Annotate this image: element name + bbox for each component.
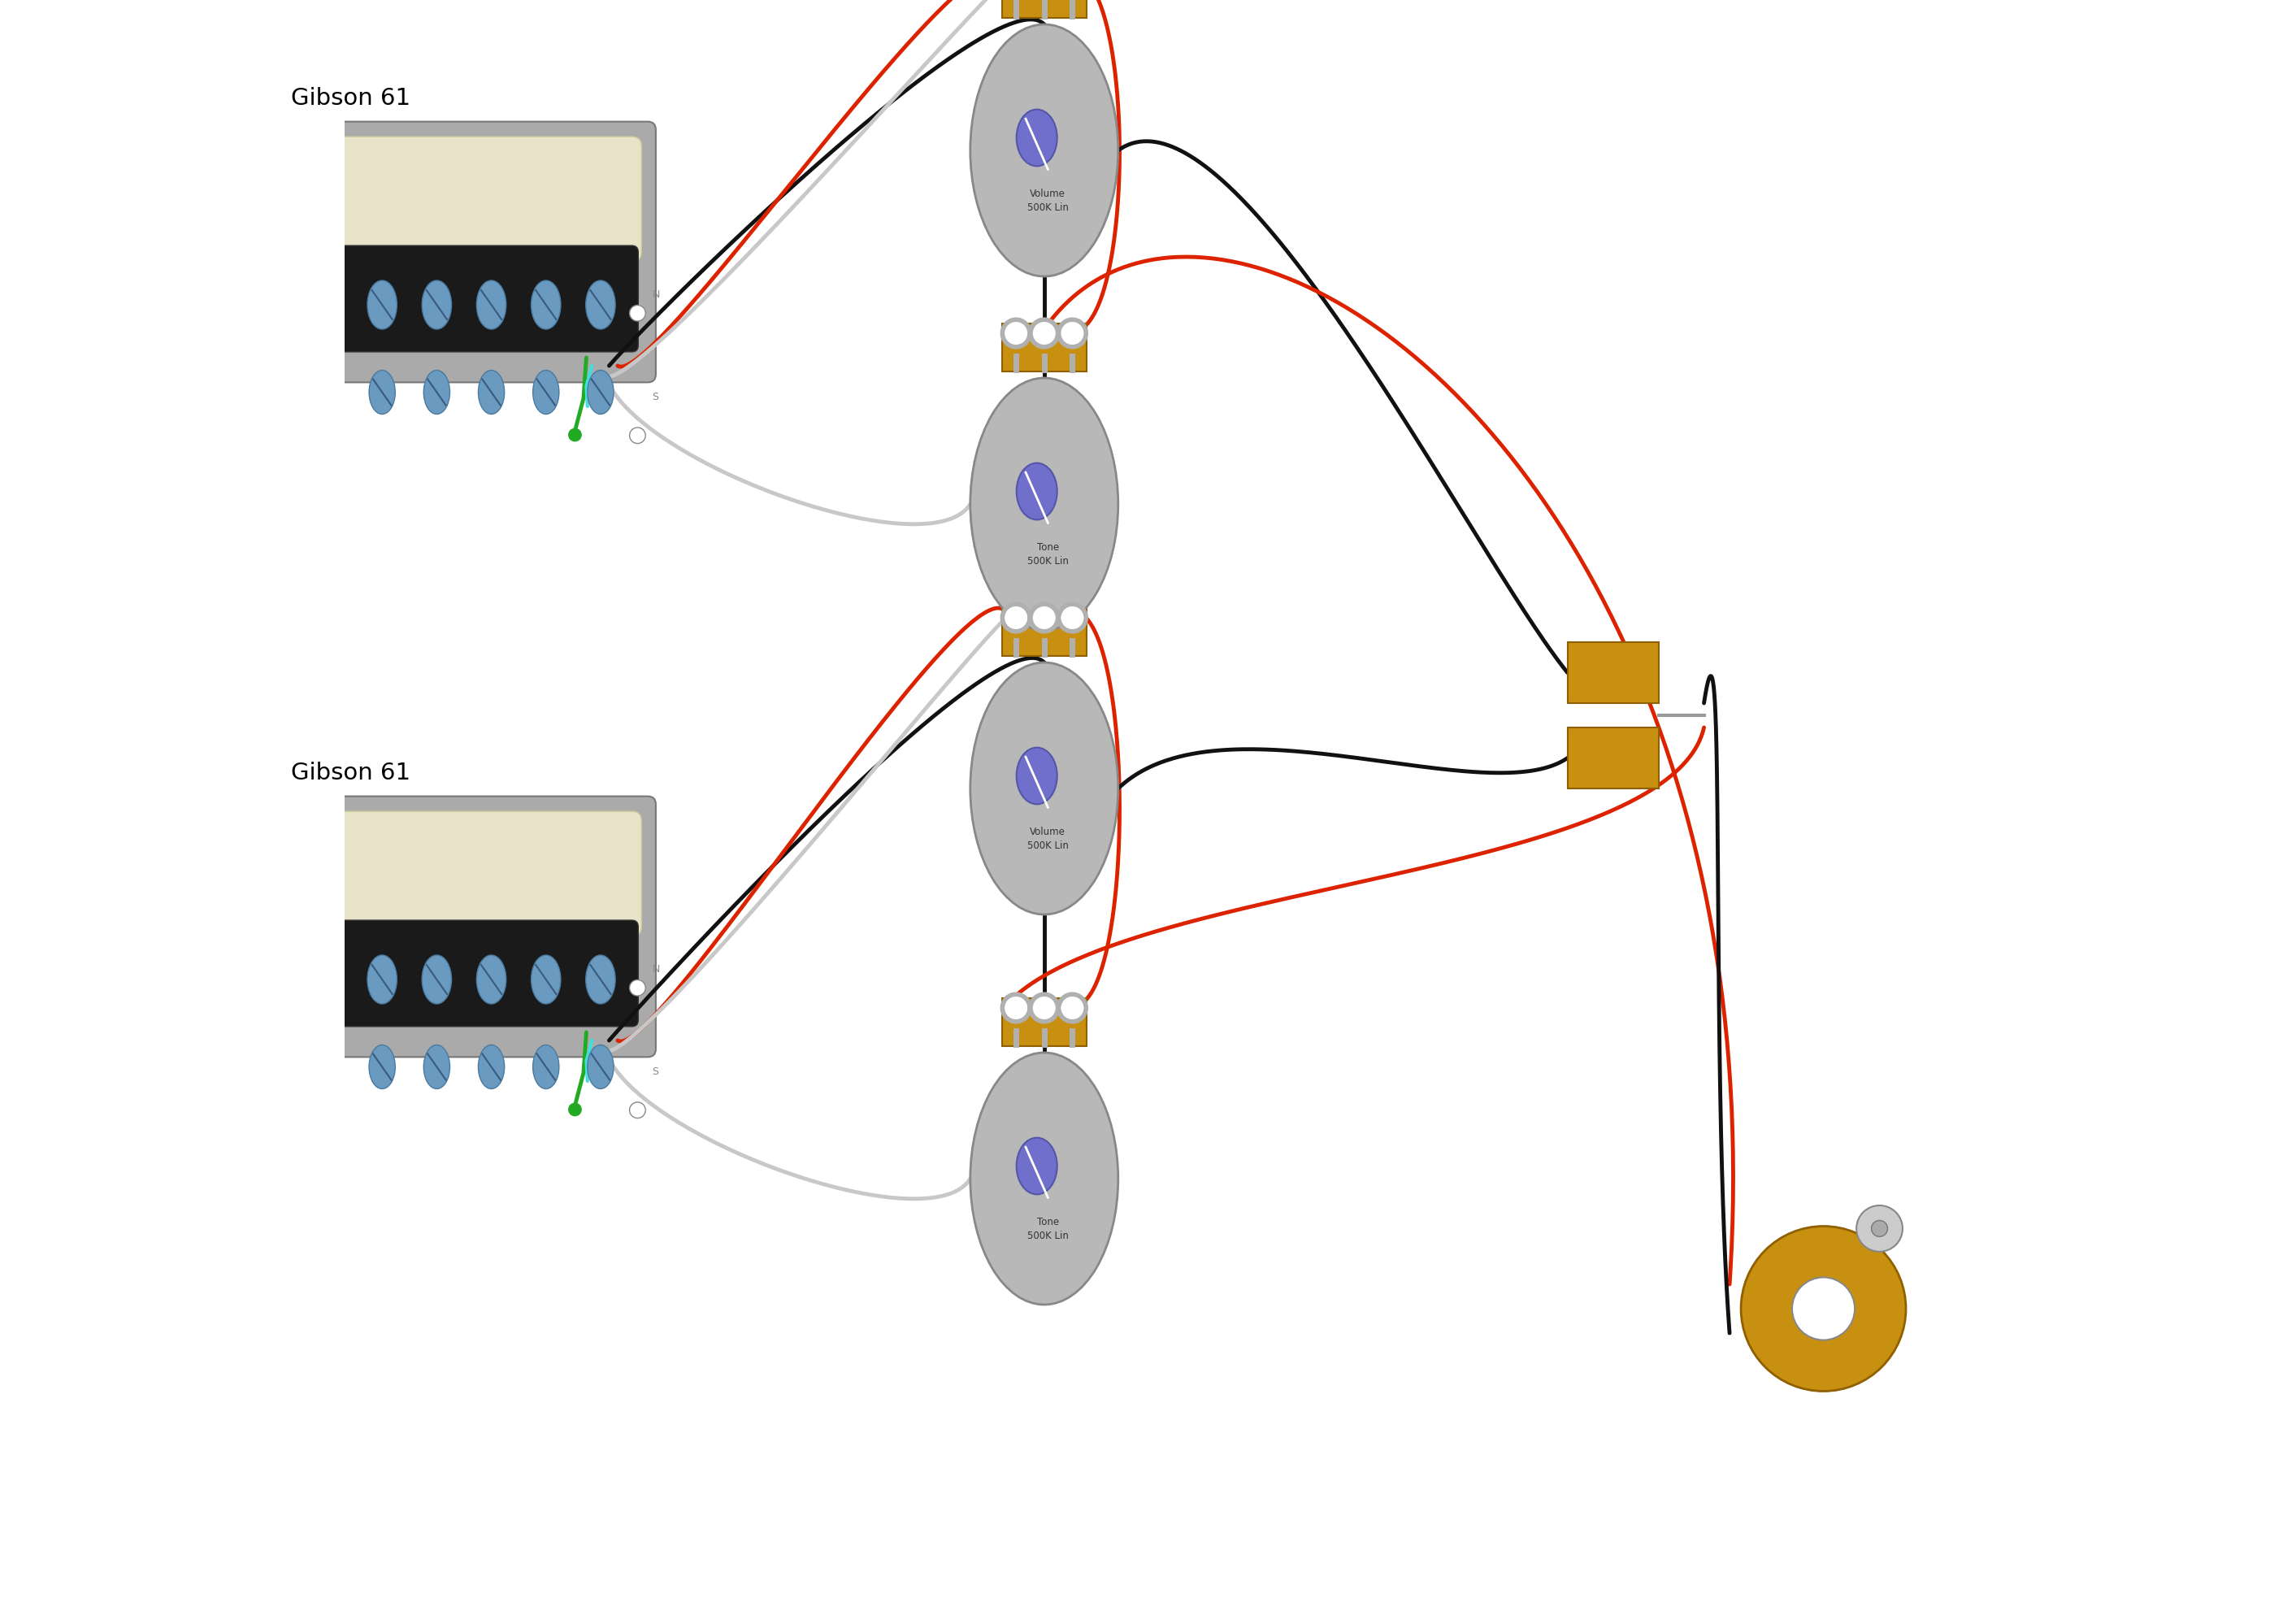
Ellipse shape — [478, 955, 505, 1004]
Ellipse shape — [971, 1053, 1118, 1305]
FancyBboxPatch shape — [1001, 607, 1086, 656]
Circle shape — [629, 980, 645, 996]
FancyBboxPatch shape — [1001, 998, 1086, 1046]
Ellipse shape — [971, 662, 1118, 914]
Ellipse shape — [315, 1045, 340, 1090]
Ellipse shape — [971, 378, 1118, 630]
Circle shape — [1003, 320, 1029, 347]
Circle shape — [1058, 995, 1086, 1022]
FancyBboxPatch shape — [273, 797, 657, 1057]
Text: Tone
500K Lin: Tone 500K Lin — [1026, 1216, 1068, 1241]
Ellipse shape — [530, 281, 560, 329]
FancyBboxPatch shape — [289, 921, 638, 1027]
FancyBboxPatch shape — [1001, 0, 1086, 18]
Text: Tone
500K Lin: Tone 500K Lin — [1026, 542, 1068, 567]
Ellipse shape — [425, 1045, 450, 1090]
FancyBboxPatch shape — [289, 246, 638, 352]
Circle shape — [1003, 604, 1029, 632]
Circle shape — [1031, 995, 1058, 1022]
Circle shape — [1058, 320, 1086, 347]
Ellipse shape — [971, 24, 1118, 276]
Ellipse shape — [530, 955, 560, 1004]
FancyBboxPatch shape — [1568, 728, 1658, 789]
Circle shape — [1793, 1278, 1855, 1340]
Text: S: S — [652, 1067, 659, 1077]
Ellipse shape — [370, 1045, 395, 1090]
Ellipse shape — [533, 370, 558, 415]
Circle shape — [1003, 995, 1029, 1022]
Ellipse shape — [312, 955, 342, 1004]
Ellipse shape — [585, 281, 615, 329]
Circle shape — [1871, 1220, 1887, 1237]
FancyBboxPatch shape — [287, 137, 641, 262]
Ellipse shape — [478, 370, 505, 415]
Circle shape — [1058, 604, 1086, 632]
FancyBboxPatch shape — [1568, 643, 1658, 704]
FancyBboxPatch shape — [287, 812, 641, 937]
Ellipse shape — [422, 955, 452, 1004]
Ellipse shape — [588, 370, 613, 415]
Ellipse shape — [588, 1045, 613, 1090]
Circle shape — [567, 427, 581, 442]
Ellipse shape — [425, 370, 450, 415]
Ellipse shape — [315, 370, 340, 415]
Ellipse shape — [533, 1045, 558, 1090]
Circle shape — [1740, 1226, 1906, 1392]
Ellipse shape — [312, 281, 342, 329]
Ellipse shape — [367, 281, 397, 329]
Circle shape — [629, 1102, 645, 1118]
Text: N: N — [652, 964, 659, 974]
Ellipse shape — [1017, 109, 1056, 166]
Text: N: N — [652, 289, 659, 299]
Circle shape — [629, 427, 645, 444]
Ellipse shape — [478, 1045, 505, 1090]
Circle shape — [1857, 1205, 1903, 1252]
Ellipse shape — [478, 281, 505, 329]
Text: S: S — [652, 392, 659, 402]
Ellipse shape — [1017, 1138, 1056, 1194]
Ellipse shape — [422, 281, 452, 329]
Circle shape — [567, 1102, 581, 1117]
Text: Gibson 61: Gibson 61 — [292, 87, 411, 109]
Text: Volume
500K Lin: Volume 500K Lin — [1026, 188, 1068, 214]
FancyBboxPatch shape — [273, 122, 657, 382]
Text: Gibson 61: Gibson 61 — [292, 762, 411, 784]
Circle shape — [1031, 320, 1058, 347]
Circle shape — [629, 305, 645, 321]
Ellipse shape — [1017, 747, 1056, 804]
FancyBboxPatch shape — [1001, 323, 1086, 371]
Ellipse shape — [1017, 463, 1056, 519]
Ellipse shape — [367, 955, 397, 1004]
Ellipse shape — [585, 955, 615, 1004]
Text: Volume
500K Lin: Volume 500K Lin — [1026, 826, 1068, 852]
Circle shape — [1031, 604, 1058, 632]
Ellipse shape — [370, 370, 395, 415]
